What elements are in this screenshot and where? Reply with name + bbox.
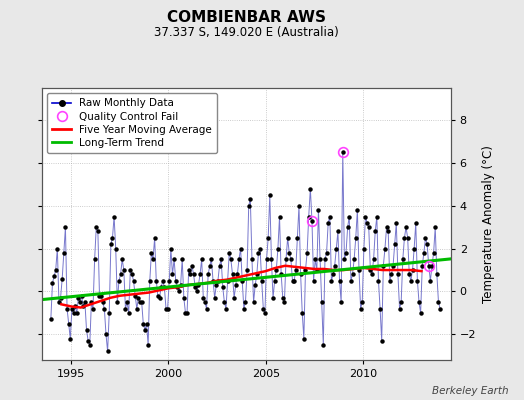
Text: COMBIENBAR AWS: COMBIENBAR AWS (167, 10, 326, 25)
Legend: Raw Monthly Data, Quality Control Fail, Five Year Moving Average, Long-Term Tren: Raw Monthly Data, Quality Control Fail, … (47, 93, 217, 153)
Text: 37.337 S, 149.020 E (Australia): 37.337 S, 149.020 E (Australia) (154, 26, 339, 39)
Y-axis label: Temperature Anomaly (°C): Temperature Anomaly (°C) (482, 145, 495, 303)
Text: Berkeley Earth: Berkeley Earth (432, 386, 508, 396)
